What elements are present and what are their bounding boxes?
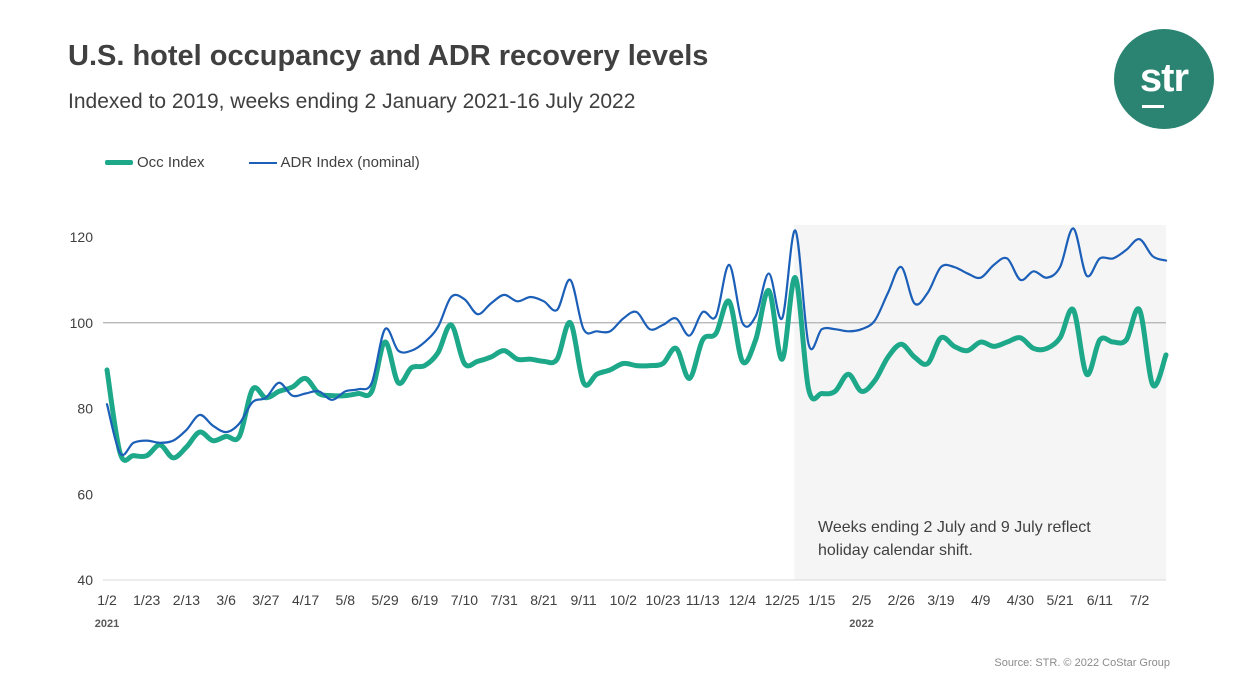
- x-tick-label: 9/11: [570, 592, 596, 608]
- x-tick-label: 7/31: [491, 592, 518, 608]
- y-tick-label: 40: [77, 572, 93, 588]
- legend-swatch-adr: [248, 161, 277, 164]
- x-tick-label: 1/23: [133, 592, 160, 608]
- x-tick-label: 10/2: [610, 592, 637, 608]
- annotation-text: Weeks ending 2 July and 9 July reflect: [818, 519, 1091, 536]
- y-tick-label: 100: [70, 315, 94, 331]
- x-tick-label: 4/17: [292, 592, 319, 608]
- y-tick-label: 120: [70, 229, 94, 245]
- x-tick-label: 3/6: [216, 592, 236, 608]
- x-tick-label: 2/5: [852, 592, 872, 608]
- x-tick-label: 6/11: [1087, 592, 1113, 608]
- series-line-adr-index: [105, 227, 1168, 457]
- series-line-occ-index: [104, 275, 1169, 463]
- str-logo: str: [1114, 29, 1214, 129]
- y-tick-label: 60: [77, 486, 93, 502]
- year-label: 2021: [95, 618, 119, 630]
- x-tick-label: 12/25: [765, 592, 800, 608]
- source-note: Source: STR. © 2022 CoStar Group: [994, 657, 1170, 669]
- x-tick-label: 2/13: [173, 592, 200, 608]
- shaded-region: [794, 225, 1166, 580]
- legend-item-adr: ADR Index (nominal): [248, 154, 420, 171]
- x-tick-label: 1/15: [808, 592, 835, 608]
- x-tick-label: 10/23: [645, 592, 680, 608]
- x-tick-label: 11/13: [686, 592, 720, 608]
- year-label: 2022: [849, 618, 873, 630]
- x-tick-label: 4/9: [971, 592, 991, 608]
- x-tick-label: 8/21: [530, 592, 557, 608]
- legend-label-adr: ADR Index (nominal): [280, 154, 420, 171]
- legend-label-occ: Occ Index: [137, 154, 205, 171]
- x-tick-label: 5/8: [336, 592, 356, 608]
- x-tick-label: 1/2: [97, 592, 117, 608]
- legend-swatch-occ: [105, 160, 133, 165]
- x-tick-label: 12/4: [729, 592, 756, 608]
- svg-text:str: str: [1140, 56, 1189, 100]
- chart-legend: Occ Index ADR Index (nominal): [105, 154, 420, 171]
- page-subtitle: Indexed to 2019, weeks ending 2 January …: [68, 90, 636, 113]
- x-tick-label: 5/21: [1046, 592, 1073, 608]
- page-title: U.S. hotel occupancy and ADR recovery le…: [68, 40, 709, 72]
- x-tick-label: 4/30: [1007, 592, 1034, 608]
- x-tick-label: 3/19: [927, 592, 954, 608]
- x-tick-label: 2/26: [888, 592, 915, 608]
- x-tick-label: 6/19: [411, 592, 438, 608]
- x-tick-label: 5/29: [371, 592, 398, 608]
- x-tick-label: 7/10: [451, 592, 478, 608]
- legend-item-occ: Occ Index: [105, 154, 205, 171]
- annotation-text: holiday calendar shift.: [818, 542, 973, 559]
- y-tick-label: 80: [77, 401, 93, 417]
- x-tick-label: 3/27: [252, 592, 279, 608]
- x-tick-label: 7/2: [1130, 592, 1150, 608]
